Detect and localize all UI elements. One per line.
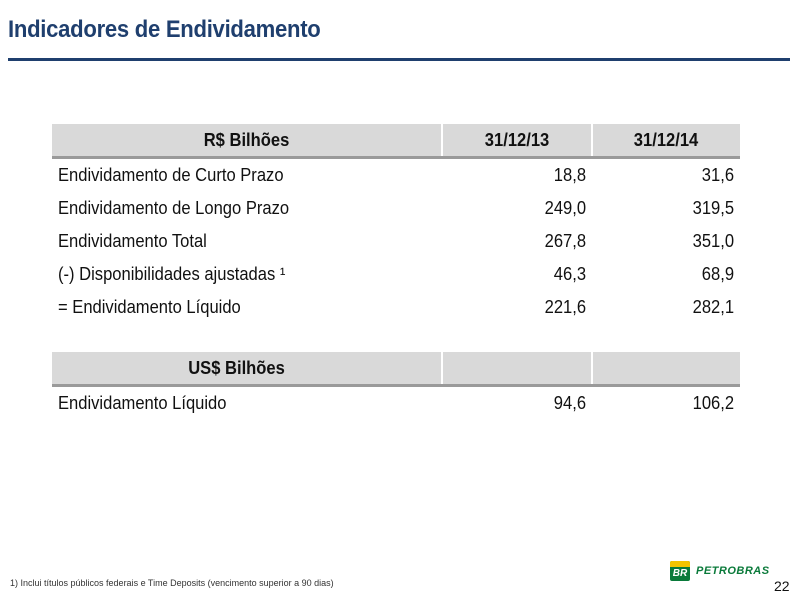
value-2014: 282,1 xyxy=(692,297,734,317)
table-row: Endividamento Total 267,8 351,0 xyxy=(52,225,740,258)
table-row: Endividamento de Longo Prazo 249,0 319,5 xyxy=(52,192,740,225)
title-divider xyxy=(8,58,790,61)
value-2013: 221,6 xyxy=(544,297,586,317)
value-2014: 351,0 xyxy=(692,231,734,251)
value-2013: 46,3 xyxy=(553,264,586,284)
value-2013: 18,8 xyxy=(553,165,586,185)
value-2014: 319,5 xyxy=(692,198,734,218)
column-header-empty xyxy=(441,352,592,387)
row-label: Endividamento Líquido xyxy=(58,393,227,413)
value-2014: 106,2 xyxy=(692,393,734,413)
petrobras-logo: BR PETROBRAS xyxy=(670,560,770,582)
table-row: = Endividamento Líquido 221,6 282,1 xyxy=(52,291,740,324)
logo-mark-text: BR xyxy=(672,568,688,579)
br-logo-icon: BR xyxy=(670,561,690,581)
row-label: Endividamento de Longo Prazo xyxy=(58,198,290,218)
value-2013: 249,0 xyxy=(544,198,586,218)
page-title: Indicadores de Endividamento xyxy=(8,16,321,43)
brl-debt-table: R$ Bilhões 31/12/13 31/12/14 Endividamen… xyxy=(52,124,740,324)
value-2013: 267,8 xyxy=(544,231,586,251)
table-header-row: R$ Bilhões 31/12/13 31/12/14 xyxy=(52,124,740,159)
table-row: Endividamento de Curto Prazo 18,8 31,6 xyxy=(52,158,740,193)
column-header-currency: US$ Bilhões xyxy=(52,352,442,387)
value-2014: 31,6 xyxy=(701,165,734,185)
logo-wordmark: PETROBRAS xyxy=(696,565,770,577)
row-label: = Endividamento Líquido xyxy=(58,297,241,317)
column-header-empty xyxy=(591,352,740,387)
table-row: (-) Disponibilidades ajustadas ¹ 46,3 68… xyxy=(52,258,740,291)
row-label: Endividamento Total xyxy=(58,231,207,251)
column-header-currency: R$ Bilhões xyxy=(52,124,442,159)
row-label: (-) Disponibilidades ajustadas ¹ xyxy=(58,264,286,284)
column-header-2014: 31/12/14 xyxy=(591,124,740,159)
column-header-2013: 31/12/13 xyxy=(441,124,592,159)
value-2014: 68,9 xyxy=(701,264,734,284)
table-header-row: US$ Bilhões xyxy=(52,352,740,387)
usd-debt-table: US$ Bilhões Endividamento Líquido 94,6 1… xyxy=(52,352,740,420)
page-number: 22 xyxy=(774,578,790,594)
footnote: 1) Inclui títulos públicos federais e Ti… xyxy=(10,578,334,588)
table-row: Endividamento Líquido 94,6 106,2 xyxy=(52,386,740,421)
value-2013: 94,6 xyxy=(553,393,586,413)
row-label: Endividamento de Curto Prazo xyxy=(58,165,284,185)
